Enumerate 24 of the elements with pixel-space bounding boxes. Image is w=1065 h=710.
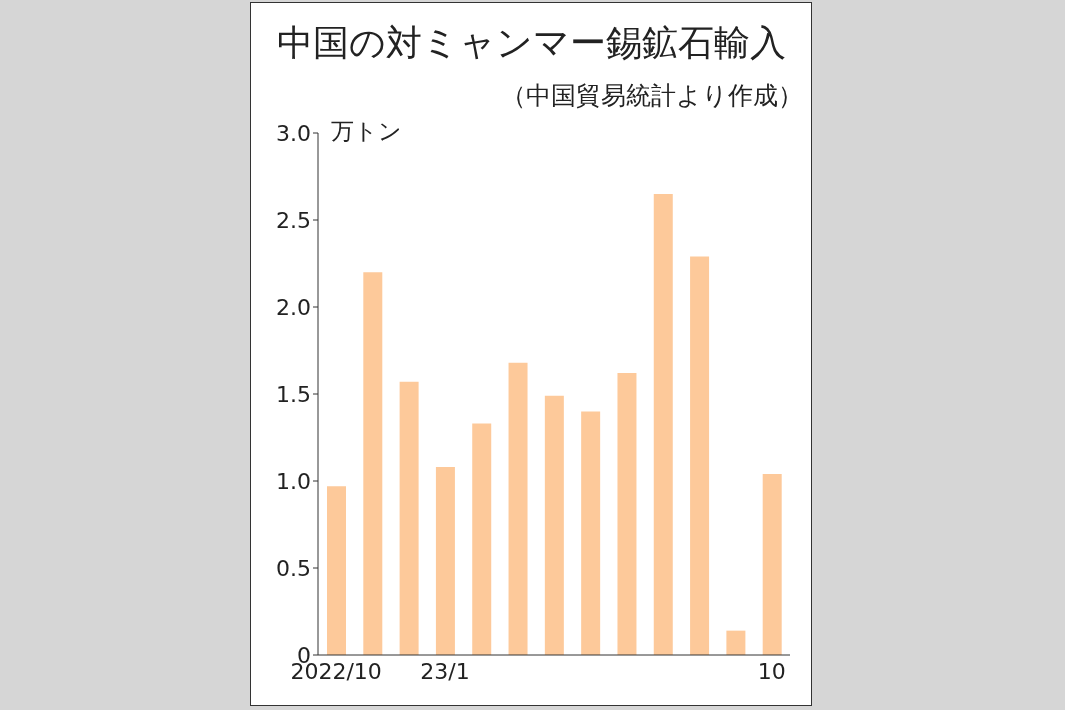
x-tick-label: 23/1 [420, 658, 470, 684]
y-tick-label: 3.0 [276, 120, 311, 146]
bar [435, 467, 455, 655]
y-axis-title: 万トン [331, 117, 402, 146]
y-tick-label: 0.5 [276, 555, 311, 581]
bar [327, 486, 346, 655]
y-tick-label: 1.0 [276, 468, 311, 494]
bar [653, 193, 673, 655]
bar [762, 474, 782, 655]
chart-title: 中国の対ミャンマー錫鉱石輸入 [275, 21, 787, 65]
bar [508, 362, 528, 655]
y-tick-label: 1.5 [276, 381, 311, 407]
bar [690, 256, 710, 655]
bar [726, 630, 746, 655]
bar [399, 381, 419, 655]
bar [472, 423, 492, 655]
y-tick-label: 2.5 [276, 207, 311, 233]
x-tick-label: 10 [757, 658, 786, 684]
bar [617, 373, 637, 655]
chart-subtitle: （中国貿易統計より作成） [501, 80, 803, 112]
bar [363, 272, 383, 655]
y-tick-label: 2.0 [276, 294, 311, 320]
bar [581, 411, 601, 655]
bar [544, 395, 564, 655]
